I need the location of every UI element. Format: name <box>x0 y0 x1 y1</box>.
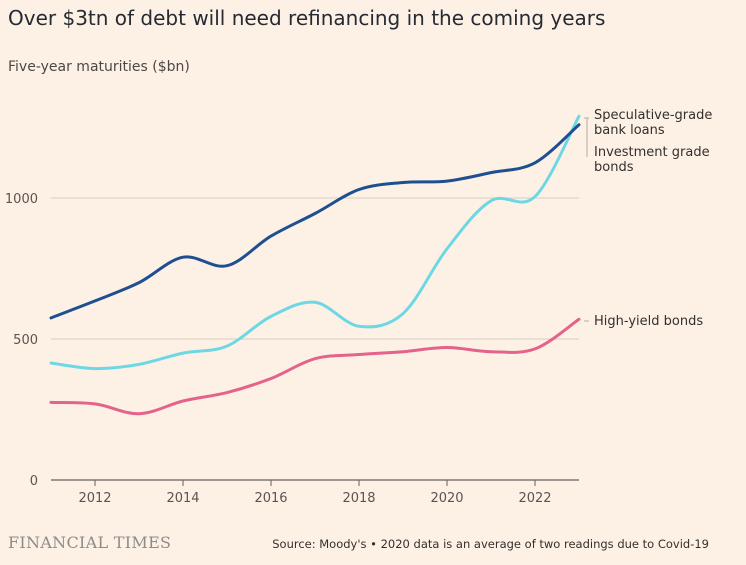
source-note: Source: Moody's • 2020 data is an averag… <box>272 537 709 551</box>
label-investment-line1: Investment grade <box>594 145 710 160</box>
gridlines <box>51 197 579 481</box>
x-axis-ticks: 2012 2014 2016 2018 2020 2022 <box>78 480 552 506</box>
y-axis-ticks: 0 500 1000 <box>5 192 38 489</box>
series-line-speculative-loans <box>49 114 581 371</box>
chart-subtitle: Five-year maturities ($bn) <box>8 59 190 75</box>
label-speculative-line2: bank loans <box>594 123 665 138</box>
x-tick-label: 2016 <box>254 491 287 506</box>
series-lines <box>49 114 581 416</box>
label-speculative-line1: Speculative-grade <box>594 108 712 123</box>
x-tick-label: 2022 <box>518 491 551 506</box>
y-tick-label: 1000 <box>5 192 38 207</box>
ft-logo: FINANCIAL TIMES <box>8 533 172 552</box>
x-tick-label: 2020 <box>430 491 463 506</box>
x-tick-label: 2014 <box>166 491 199 506</box>
x-tick-label: 2012 <box>78 491 111 506</box>
series-line-high-yield <box>49 317 581 416</box>
line-chart: 0 500 1000 2012 2014 2016 2018 2020 2022 Specul… <box>5 108 712 506</box>
x-tick-label: 2018 <box>342 491 375 506</box>
series-line-investment-grade <box>49 123 581 320</box>
y-tick-label: 0 <box>30 474 38 489</box>
label-investment-line2: bonds <box>594 160 634 175</box>
y-tick-label: 500 <box>13 333 38 348</box>
chart-title: Over $3tn of debt will need refinancing … <box>8 6 606 30</box>
label-high-yield: High-yield bonds <box>594 314 703 329</box>
series-labels: Speculative-grade bank loans Investment … <box>584 108 712 329</box>
